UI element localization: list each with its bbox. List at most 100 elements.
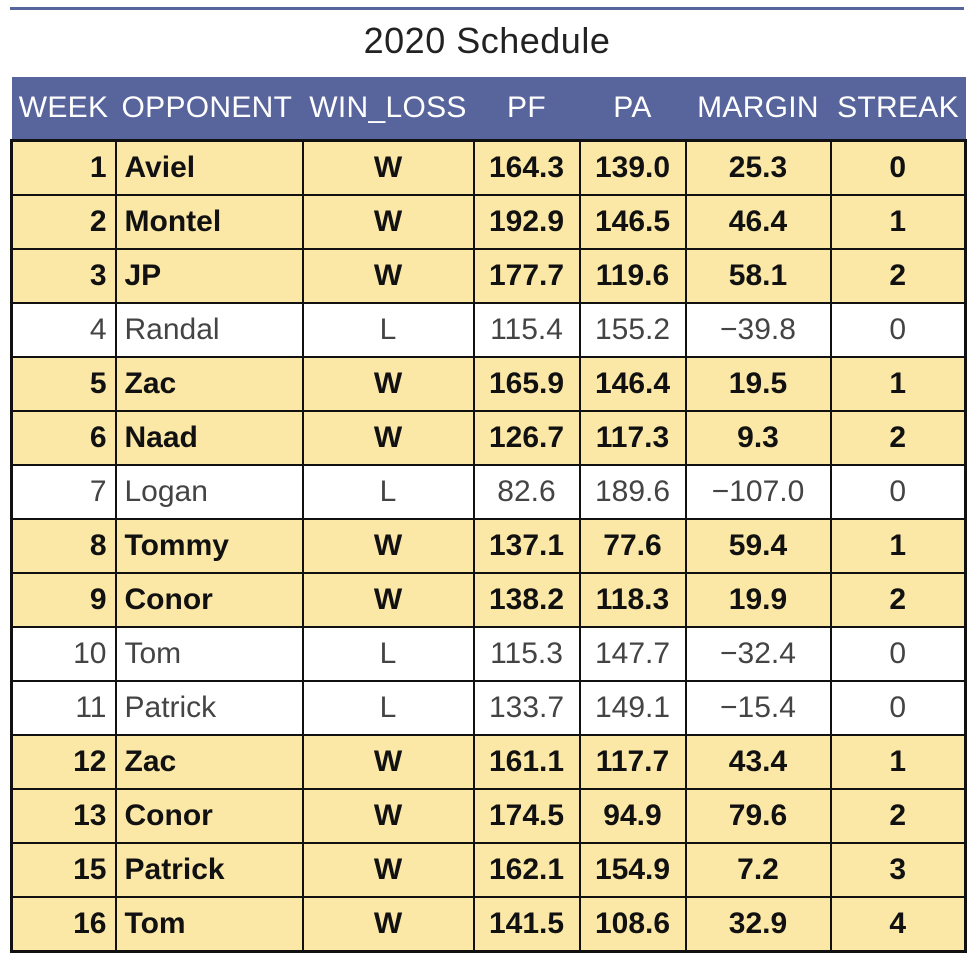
pa-cell: 94.9 <box>578 788 687 844</box>
pf-cell: 115.4 <box>472 302 581 358</box>
margin-cell: 46.4 <box>684 194 832 250</box>
pf-cell: 126.7 <box>472 410 581 466</box>
win-loss-cell: L <box>301 680 475 736</box>
top-rule <box>10 7 964 10</box>
opponent-cell: Naad <box>114 410 304 466</box>
margin-cell: 19.9 <box>684 572 832 628</box>
streak-cell: 0 <box>829 302 967 358</box>
column-header-pa: PA <box>579 77 686 141</box>
week-cell: 9 <box>10 572 117 628</box>
table-row: 15 Patrick W 162.1 154.9 7.2 3 <box>10 842 967 898</box>
pf-cell: 138.2 <box>472 572 581 628</box>
table-row: 13 Conor W 174.5 94.9 79.6 2 <box>10 788 967 844</box>
win-loss-cell: L <box>301 302 475 358</box>
streak-cell: 0 <box>829 680 967 736</box>
table-row: 9 Conor W 138.2 118.3 19.9 2 <box>10 572 967 628</box>
streak-cell: 2 <box>829 410 967 466</box>
pa-cell: 119.6 <box>578 248 687 304</box>
opponent-cell: Patrick <box>114 842 304 898</box>
week-cell: 6 <box>10 410 117 466</box>
streak-cell: 0 <box>829 139 967 196</box>
win-loss-cell: W <box>301 788 475 844</box>
table-title: 2020 Schedule <box>363 20 611 61</box>
week-cell: 5 <box>10 356 117 412</box>
pa-cell: 147.7 <box>578 626 687 682</box>
pf-cell: 82.6 <box>472 464 581 520</box>
table-row: 3 JP W 177.7 119.6 58.1 2 <box>10 248 967 304</box>
streak-cell: 4 <box>829 896 967 953</box>
streak-cell: 2 <box>829 248 967 304</box>
opponent-cell: Logan <box>114 464 304 520</box>
pf-cell: 192.9 <box>472 194 581 250</box>
opponent-cell: JP <box>114 248 304 304</box>
pa-cell: 108.6 <box>578 896 687 953</box>
margin-cell: 58.1 <box>684 248 832 304</box>
opponent-cell: Patrick <box>114 680 304 736</box>
opponent-cell: Conor <box>114 788 304 844</box>
pa-cell: 117.3 <box>578 410 687 466</box>
streak-cell: 3 <box>829 842 967 898</box>
table-row: 12 Zac W 161.1 117.7 43.4 1 <box>10 734 967 790</box>
streak-cell: 2 <box>829 572 967 628</box>
win-loss-cell: W <box>301 194 475 250</box>
margin-cell: 32.9 <box>684 896 832 953</box>
header-row: WEEK OPPONENT WIN_LOSS PF PA MARGIN STRE… <box>11 77 966 141</box>
pa-cell: 117.7 <box>578 734 687 790</box>
win-loss-cell: W <box>301 734 475 790</box>
week-cell: 1 <box>10 139 117 196</box>
table-row: 4 Randal L 115.4 155.2 −39.8 0 <box>10 302 967 358</box>
week-cell: 12 <box>10 734 117 790</box>
table-body: 1 Aviel W 164.3 139.0 25.3 0 2 Montel W 192.9 146.5… <box>10 139 967 953</box>
pf-cell: 141.5 <box>472 896 581 953</box>
pa-cell: 189.6 <box>578 464 687 520</box>
win-loss-cell: W <box>301 356 475 412</box>
opponent-cell: Conor <box>114 572 304 628</box>
table-row: 16 Tom W 141.5 108.6 32.9 4 <box>10 896 967 953</box>
column-header-margin: MARGIN <box>685 77 831 141</box>
week-cell: 13 <box>10 788 117 844</box>
margin-cell: −32.4 <box>684 626 832 682</box>
streak-cell: 1 <box>829 518 967 574</box>
win-loss-cell: W <box>301 896 475 953</box>
pf-cell: 161.1 <box>472 734 581 790</box>
streak-cell: 1 <box>829 194 967 250</box>
table-row: 5 Zac W 165.9 146.4 19.5 1 <box>10 356 967 412</box>
pf-cell: 137.1 <box>472 518 581 574</box>
table-row: 1 Aviel W 164.3 139.0 25.3 0 <box>10 139 967 196</box>
week-cell: 11 <box>10 680 117 736</box>
win-loss-cell: L <box>301 626 475 682</box>
pf-cell: 162.1 <box>472 842 581 898</box>
week-cell: 3 <box>10 248 117 304</box>
schedule-table: WEEK OPPONENT WIN_LOSS PF PA MARGIN STRE… <box>10 77 967 953</box>
opponent-cell: Tom <box>114 896 304 953</box>
margin-cell: −15.4 <box>684 680 832 736</box>
streak-cell: 1 <box>829 356 967 412</box>
pf-cell: 174.5 <box>472 788 581 844</box>
margin-cell: −107.0 <box>684 464 832 520</box>
column-header-week: WEEK <box>11 77 116 141</box>
table-row: 2 Montel W 192.9 146.5 46.4 1 <box>10 194 967 250</box>
pa-cell: 118.3 <box>578 572 687 628</box>
pa-cell: 139.0 <box>578 139 687 196</box>
win-loss-cell: W <box>301 248 475 304</box>
column-header-pf: PF <box>473 77 580 141</box>
streak-cell: 2 <box>829 788 967 844</box>
opponent-cell: Tom <box>114 626 304 682</box>
week-cell: 16 <box>10 896 117 953</box>
win-loss-cell: W <box>301 518 475 574</box>
opponent-cell: Aviel <box>114 139 304 196</box>
streak-cell: 0 <box>829 626 967 682</box>
table-row: 10 Tom L 115.3 147.7 −32.4 0 <box>10 626 967 682</box>
week-cell: 4 <box>10 302 117 358</box>
win-loss-cell: W <box>301 842 475 898</box>
win-loss-cell: W <box>301 572 475 628</box>
streak-cell: 1 <box>829 734 967 790</box>
opponent-cell: Tommy <box>114 518 304 574</box>
margin-cell: 59.4 <box>684 518 832 574</box>
table-row: 6 Naad W 126.7 117.3 9.3 2 <box>10 410 967 466</box>
opponent-cell: Zac <box>114 734 304 790</box>
pf-cell: 115.3 <box>472 626 581 682</box>
margin-cell: 7.2 <box>684 842 832 898</box>
table-row: 8 Tommy W 137.1 77.6 59.4 1 <box>10 518 967 574</box>
pa-cell: 146.4 <box>578 356 687 412</box>
